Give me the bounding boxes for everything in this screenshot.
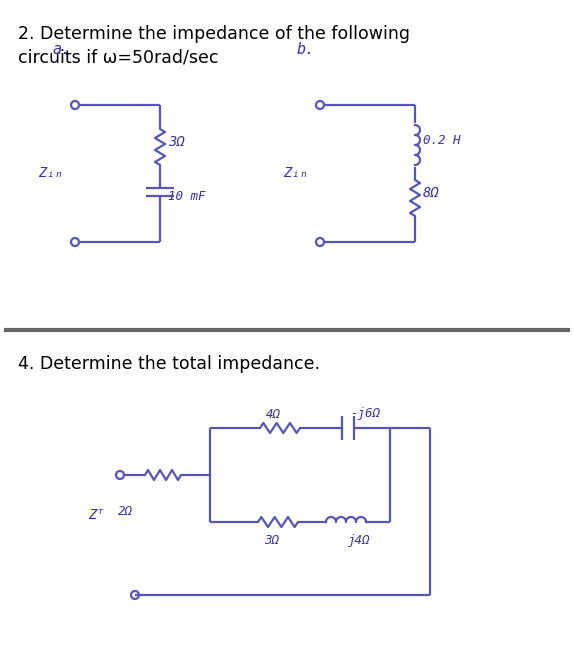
Text: Zᵢₙ: Zᵢₙ <box>283 166 308 180</box>
Text: 10 mF: 10 mF <box>168 191 205 203</box>
Text: 8Ω: 8Ω <box>423 186 440 200</box>
Text: a.: a. <box>52 42 70 57</box>
Text: Zᵢₙ: Zᵢₙ <box>38 166 63 180</box>
Text: Zᵀ: Zᵀ <box>88 508 105 522</box>
Text: 0.2 H: 0.2 H <box>423 133 460 147</box>
Text: 2Ω: 2Ω <box>118 505 133 518</box>
Text: j4Ω: j4Ω <box>348 534 370 547</box>
Text: 4Ω: 4Ω <box>266 407 281 420</box>
Text: 3Ω: 3Ω <box>168 135 185 149</box>
Text: 3Ω: 3Ω <box>264 534 279 547</box>
Text: -j6Ω: -j6Ω <box>350 407 380 420</box>
Text: 2. Determine the impedance of the following
circuits if ω=50rad/sec: 2. Determine the impedance of the follow… <box>18 25 410 67</box>
Text: b.: b. <box>297 42 315 57</box>
Text: 4. Determine the total impedance.: 4. Determine the total impedance. <box>18 355 320 373</box>
